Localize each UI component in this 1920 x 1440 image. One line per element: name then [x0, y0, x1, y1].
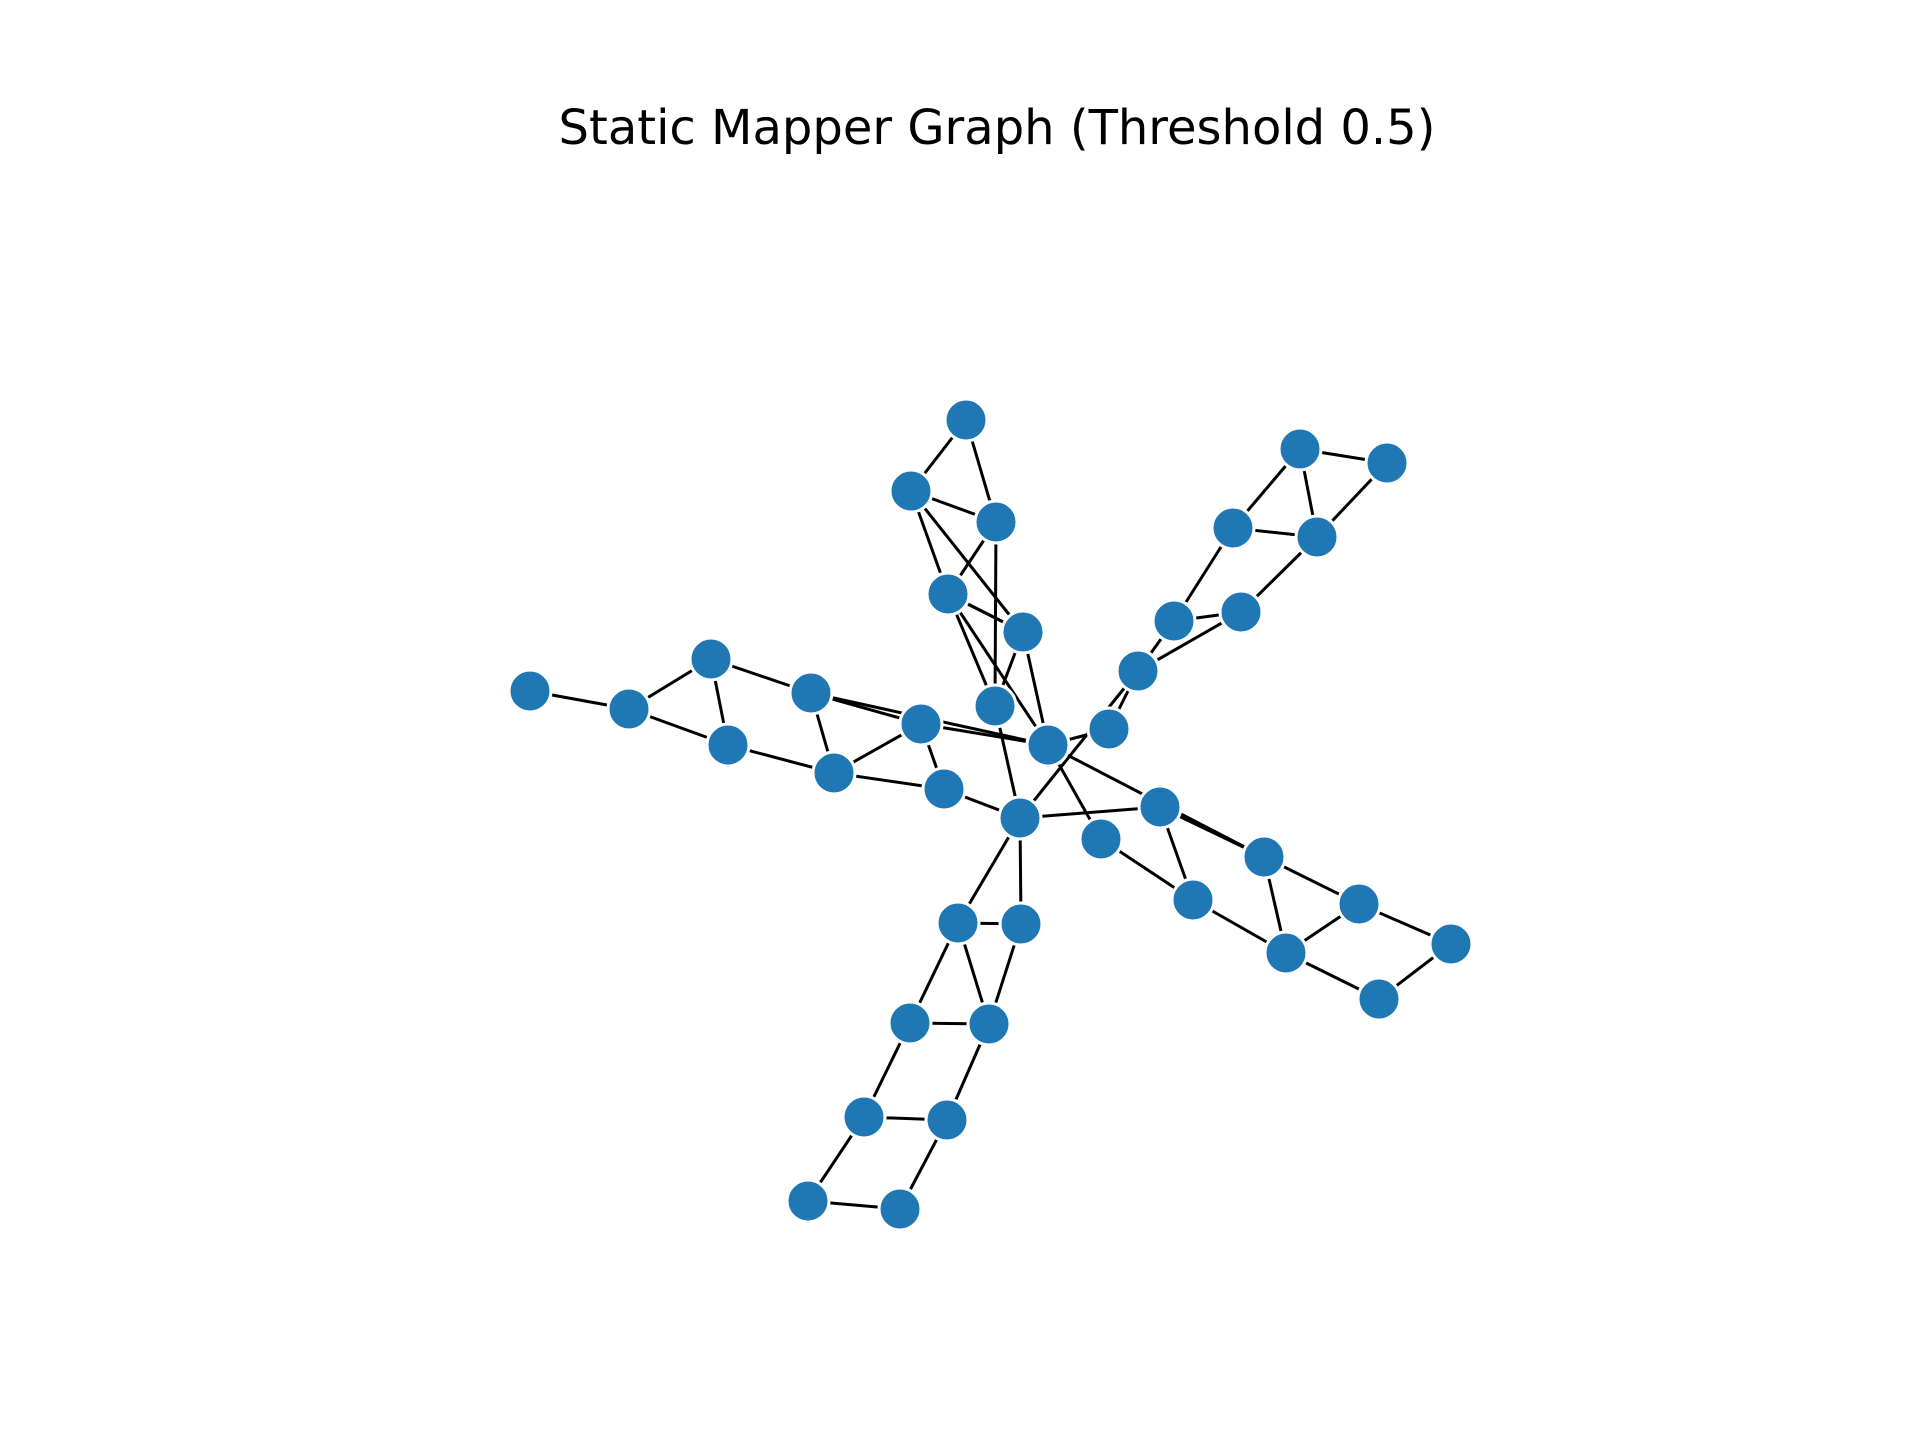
graph-node: [1364, 440, 1410, 486]
graph-node: [888, 468, 934, 514]
graph-node: [973, 499, 1019, 545]
graph-node: [1218, 589, 1264, 635]
graph-node: [688, 636, 734, 682]
graph-edge: [1019, 805, 1161, 820]
graph-node: [887, 1000, 933, 1046]
graph-node: [998, 901, 1044, 947]
graph-node: [606, 686, 652, 732]
graph-node: [1137, 784, 1183, 830]
graph-node: [1336, 881, 1382, 927]
nodes-layer: [507, 397, 1474, 1232]
graph-node: [966, 1001, 1012, 1047]
graph-node: [705, 722, 751, 768]
graph-node: [1294, 514, 1340, 560]
graph-node: [785, 1178, 831, 1224]
graph-node: [1086, 706, 1132, 752]
graph-node: [898, 701, 944, 747]
graph-node: [1277, 426, 1323, 472]
graph-node: [841, 1094, 887, 1140]
graph-node: [997, 795, 1043, 841]
graph-node: [1078, 816, 1124, 862]
graph-node: [877, 1186, 923, 1232]
graph-node: [1025, 722, 1071, 768]
graph-node: [1115, 648, 1161, 694]
graph-node: [935, 900, 981, 946]
graph-node: [811, 750, 857, 796]
graph-edge: [1018, 670, 1140, 819]
graph-node: [1241, 834, 1287, 880]
graph-node: [943, 397, 989, 443]
graph-node: [788, 670, 834, 716]
graph-edge: [993, 521, 998, 707]
graph-node: [924, 1097, 970, 1143]
graph-node: [507, 668, 553, 714]
graph-node: [925, 571, 971, 617]
graph-title: Static Mapper Graph (Threshold 0.5): [558, 100, 1436, 156]
graph-node: [972, 683, 1018, 729]
graph-node: [1428, 921, 1474, 967]
graph-node: [1170, 877, 1216, 923]
graph-node: [1263, 930, 1309, 976]
graph-node: [1210, 505, 1256, 551]
graph-node: [1000, 609, 1046, 655]
graph-node: [921, 766, 967, 812]
graph-edge: [946, 593, 1050, 746]
graph-edge: [909, 490, 1025, 633]
graph-node: [1151, 598, 1197, 644]
graph-node: [1356, 976, 1402, 1022]
